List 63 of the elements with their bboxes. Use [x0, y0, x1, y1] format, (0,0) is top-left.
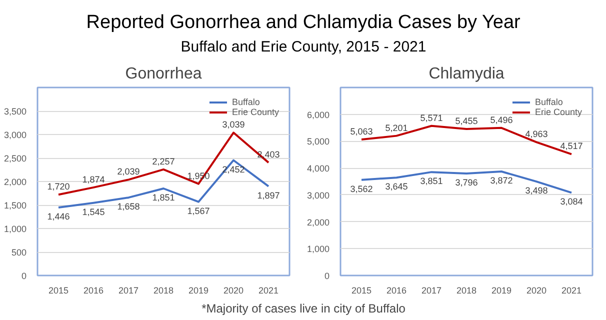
data-label: 1,545	[82, 206, 105, 217]
y-tick-label: 6,000	[306, 110, 330, 120]
data-label: 4,517	[560, 141, 583, 152]
y-tick-label: 1,500	[4, 200, 27, 210]
data-label: 3,039	[222, 120, 245, 130]
x-tick-label: 2021	[258, 286, 279, 296]
x-tick-label: 2017	[118, 286, 139, 296]
data-label: 5,201	[385, 122, 408, 133]
data-label: 1,874	[82, 174, 105, 184]
data-label: 2,039	[117, 166, 140, 177]
x-tick-label: 2016	[83, 286, 104, 296]
data-label: 1,897	[257, 190, 280, 200]
data-label: 3,562	[350, 184, 373, 194]
y-tick-label: 3,000	[306, 190, 330, 200]
y-tick-label: 3,000	[4, 130, 27, 140]
x-tick-label: 2017	[421, 286, 442, 296]
y-tick-label: 2,000	[4, 177, 27, 187]
data-label: 3,872	[490, 176, 513, 186]
x-tick-label: 2015	[351, 286, 372, 296]
data-label: 4,963	[525, 129, 548, 140]
chart-title: Gonorrhea	[125, 66, 202, 82]
x-tick-label: 2021	[561, 286, 582, 296]
legend-label: Buffalo	[534, 97, 563, 107]
y-tick-label: 1,000	[306, 244, 330, 254]
x-tick-label: 2018	[456, 286, 477, 296]
y-tick-label: 0	[21, 271, 27, 281]
text: *Majority of cases live in city of Buffalo	[202, 302, 406, 316]
x-tick-label: 2019	[188, 286, 209, 296]
data-label: 5,496	[490, 114, 513, 125]
y-tick-label: 3,500	[4, 106, 27, 116]
x-tick-label: 2020	[223, 286, 244, 296]
y-tick-label: 2,500	[4, 154, 27, 164]
legend-label: Buffalo	[232, 97, 260, 107]
data-label: 3,796	[455, 178, 478, 188]
y-tick-label: 1,000	[4, 224, 27, 234]
text: Buffalo and Erie County, 2015 - 2021	[180, 38, 426, 56]
legend-label: Erie County	[534, 107, 582, 117]
data-label: 1,446	[47, 212, 70, 222]
data-label: 1,658	[117, 202, 140, 212]
y-tick-label: 5,000	[306, 136, 330, 147]
data-label: 3,645	[385, 182, 408, 192]
x-tick-label: 2018	[153, 286, 174, 296]
y-tick-label: 2,000	[306, 217, 330, 228]
text: Reported Gonorrhea and Chlamydia Cases by Year	[86, 12, 522, 34]
y-tick-label: 500	[11, 248, 27, 258]
x-tick-label: 2016	[386, 286, 407, 296]
data-label: 3,084	[560, 196, 583, 207]
legend-label: Erie County	[232, 107, 279, 117]
data-label: 3,498	[525, 186, 548, 196]
y-tick-label: 0	[324, 271, 330, 281]
x-tick-label: 2020	[526, 286, 547, 296]
x-tick-label: 2019	[491, 286, 512, 296]
data-label: 5,571	[420, 112, 443, 123]
y-tick-label: 4,000	[306, 164, 330, 174]
data-label: 3,851	[420, 176, 443, 186]
data-label: 1,720	[47, 182, 70, 192]
data-label: 1,851	[152, 192, 175, 203]
data-label: 5,455	[455, 116, 478, 126]
data-label: 2,257	[152, 156, 175, 166]
chart-title: Chlamydia	[428, 66, 504, 82]
data-label: 1,567	[187, 206, 210, 216]
x-tick-label: 2015	[48, 286, 69, 296]
data-label: 5,063	[350, 126, 373, 137]
